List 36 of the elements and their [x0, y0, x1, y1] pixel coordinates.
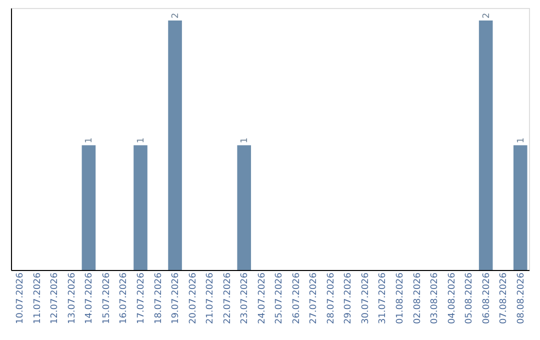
x-tick-label: 08.08.2026 — [516, 272, 526, 324]
x-tick-label: 12.07.2026 — [50, 272, 60, 324]
x-tick-label: 18.07.2026 — [154, 272, 164, 324]
x-tick-label: 13.07.2026 — [67, 272, 78, 324]
data-label: 1 — [84, 138, 95, 144]
x-tick-label: 24.07.2026 — [257, 272, 268, 324]
x-tick-label: 26.07.2026 — [292, 272, 302, 324]
x-tick-label: 23.07.2026 — [240, 272, 250, 324]
x-tick-label: 01.08.2026 — [396, 272, 406, 324]
x-tick-label: 31.07.2026 — [378, 272, 388, 324]
x-tick-label: 07.08.2026 — [499, 272, 510, 324]
x-tick-label: 19.07.2026 — [171, 272, 182, 324]
data-label: 2 — [482, 12, 492, 18]
x-tick-label: 16.07.2026 — [119, 272, 130, 324]
x-tick-label: 17.07.2026 — [136, 272, 146, 324]
x-tick-label: 02.08.2026 — [412, 272, 423, 324]
x-tick-label: 27.07.2026 — [309, 272, 320, 324]
data-label: 1 — [516, 138, 526, 144]
x-tick-label: 14.07.2026 — [84, 272, 95, 324]
x-tick-label: 15.07.2026 — [102, 272, 112, 324]
data-label: 1 — [136, 138, 146, 144]
x-tick-label: 20.07.2026 — [188, 272, 198, 324]
x-tick-label: 11.07.2026 — [32, 272, 43, 324]
x-tick-label: 10.07.2026 — [16, 272, 26, 324]
x-tick-label: 21.07.2026 — [206, 272, 216, 324]
x-tick-label: 05.08.2026 — [464, 272, 475, 324]
data-label: 2 — [171, 12, 182, 18]
x-tick-label: 30.07.2026 — [360, 272, 371, 324]
x-tick-label: 29.07.2026 — [344, 272, 354, 324]
x-tick-label: 28.07.2026 — [326, 272, 336, 324]
x-tick-label: 06.08.2026 — [482, 272, 492, 324]
x-tick-label: 25.07.2026 — [274, 272, 285, 324]
data-label: 1 — [240, 138, 250, 144]
x-tick-label: 22.07.2026 — [222, 272, 233, 324]
x-tick-label: 03.08.2026 — [430, 272, 440, 324]
x-tick-label: 04.08.2026 — [447, 272, 458, 324]
